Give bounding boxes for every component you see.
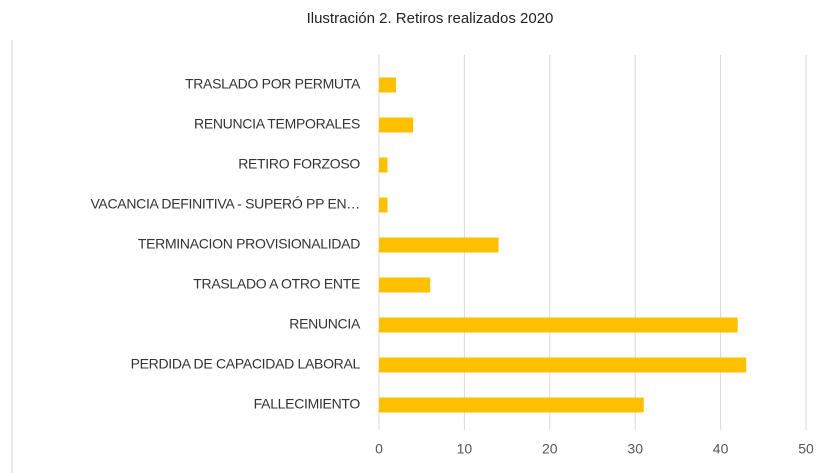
bar [379,237,499,253]
bar [379,157,388,173]
bar [379,317,738,333]
x-tick-label: 30 [627,441,643,457]
y-tick-label: TRASLADO POR PERMUTA [185,76,361,92]
y-tick-label: TRASLADO A OTRO ENTE [193,276,360,292]
y-tick-label: PERDIDA DE CAPACIDAD LABORAL [131,356,361,372]
y-tick-label: RETIRO FORZOSO [238,156,360,172]
y-tick-label: RENUNCIA [289,316,361,332]
bar [379,77,397,93]
x-tick-label: 20 [542,441,558,457]
y-tick-label: TERMINACION PROVISIONALIDAD [138,236,360,252]
y-tick-label: FALLECIMIENTO [254,396,361,412]
bar [379,397,644,413]
y-tick-label: RENUNCIA TEMPORALES [194,116,360,132]
x-tick-label: 40 [713,441,729,457]
bar [379,117,414,133]
x-tick-label: 50 [798,441,814,457]
x-tick-label: 0 [375,441,383,457]
y-tick-label: VACANCIA DEFINITIVA - SUPERÓ PP EN… [90,196,360,212]
bar [379,277,431,293]
bar [379,197,388,213]
chart-title: Ilustración 2. Retiros realizados 2020 [307,10,554,27]
bar [379,357,747,373]
x-tick-label: 10 [457,441,473,457]
